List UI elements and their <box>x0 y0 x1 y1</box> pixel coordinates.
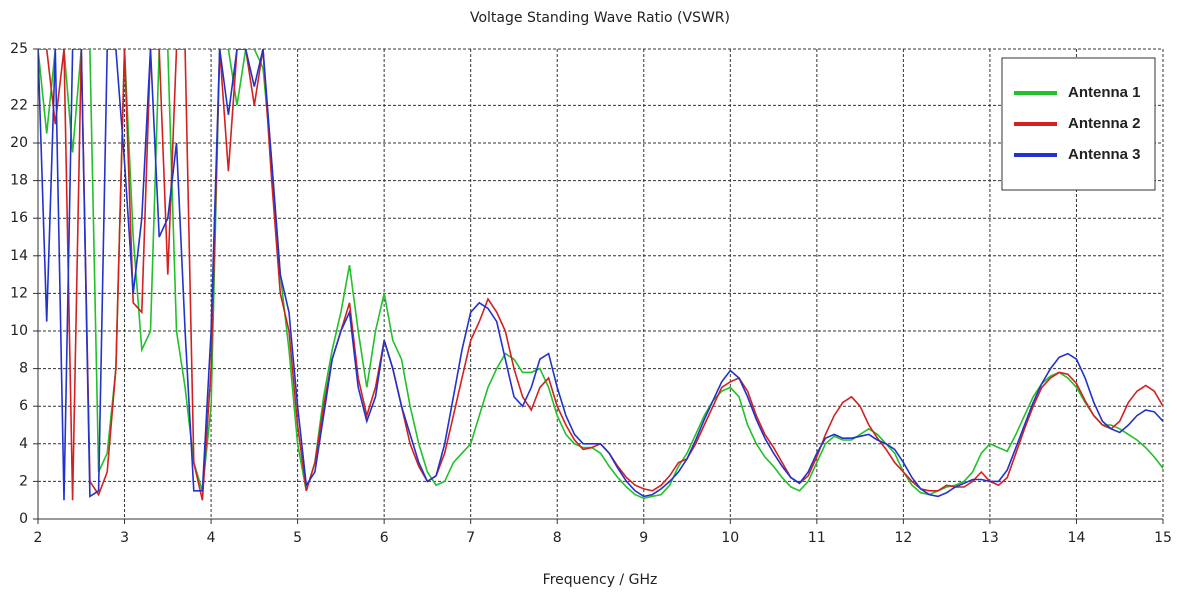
y-tick-label: 4 <box>19 436 28 452</box>
y-tick-label: 12 <box>10 285 28 301</box>
y-tick-label: 20 <box>10 135 28 151</box>
y-tick-label: 16 <box>10 210 28 226</box>
y-tick-label: 22 <box>10 97 28 113</box>
x-tick-label: 12 <box>894 530 912 546</box>
x-tick-label: 14 <box>1068 530 1086 546</box>
series-line <box>38 49 1163 500</box>
legend: Antenna 1 Antenna 2 Antenna 3 <box>1001 57 1156 191</box>
y-tick-label: 0 <box>19 511 28 527</box>
x-tick-label: 6 <box>380 530 389 546</box>
x-tick-label: 4 <box>207 530 216 546</box>
y-tick-label: 2 <box>19 473 28 489</box>
y-tick-label: 6 <box>19 398 28 414</box>
x-tick-label: 8 <box>553 530 562 546</box>
legend-label: Antenna 1 <box>1068 84 1141 101</box>
x-tick-label: 2 <box>34 530 43 546</box>
legend-label: Antenna 2 <box>1068 115 1141 132</box>
legend-label: Antenna 3 <box>1068 146 1141 163</box>
series-line <box>38 49 1163 501</box>
y-tick-label: 14 <box>10 248 28 264</box>
y-tick-label: 18 <box>10 173 28 189</box>
y-tick-label: 8 <box>19 361 28 377</box>
x-tick-label: 3 <box>120 530 129 546</box>
y-tick-label: 10 <box>10 323 28 339</box>
series-line <box>38 49 1163 501</box>
x-tick-label: 15 <box>1154 530 1172 546</box>
y-tick-label: 25 <box>10 41 28 57</box>
x-tick-label: 7 <box>466 530 475 546</box>
x-tick-label: 9 <box>639 530 648 546</box>
x-tick-label: 13 <box>981 530 999 546</box>
x-axis-label: Frequency / GHz <box>543 572 658 588</box>
x-tick-label: 11 <box>808 530 826 546</box>
chart-title: Voltage Standing Wave Ratio (VSWR) <box>470 10 730 26</box>
x-tick-label: 10 <box>721 530 739 546</box>
x-tick-label: 5 <box>293 530 302 546</box>
plot-area <box>38 49 1163 501</box>
